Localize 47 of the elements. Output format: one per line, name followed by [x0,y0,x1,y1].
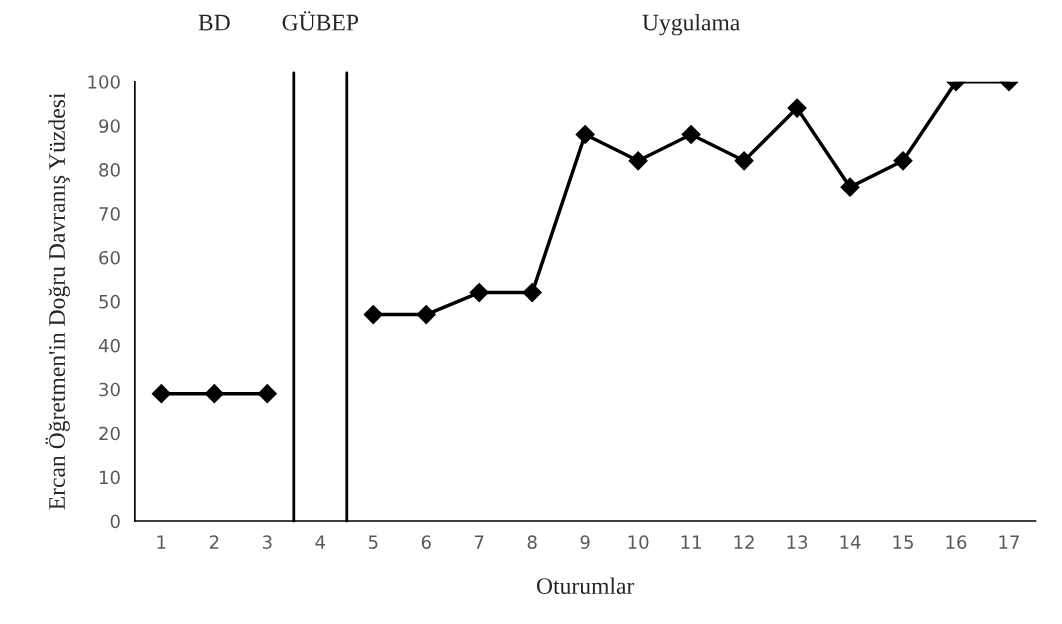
point [787,98,807,118]
y-tick-label: 80 [99,163,120,177]
point [628,151,648,171]
y-tick-label: 100 [88,75,120,89]
point [575,124,595,144]
point [204,384,224,404]
y-tick-label: 20 [99,426,120,441]
point [522,283,542,303]
y-tick-label: 10 [99,470,120,485]
x-tick-label: 15 [893,535,913,549]
x-tick-label: 6 [421,535,431,549]
point [469,283,489,303]
x-tick-label: 14 [840,535,861,549]
y-tick-label: 50 [99,294,120,309]
point [681,124,701,144]
point [734,151,754,171]
x-tick-label: 2 [209,535,219,549]
point [257,384,277,404]
x-tick-label: 17 [999,535,1019,549]
x-tick-label: 16 [946,535,967,549]
x-tick-label: 7 [474,535,484,549]
x-tick-label: 10 [628,535,649,549]
point [363,305,383,325]
point [151,384,171,404]
x-tick-label: 3 [262,535,272,549]
x-axis-title: Oturumlar [536,577,635,595]
y-tick-label: 60 [99,250,120,265]
x-tick-label: 8 [527,535,537,549]
x-tick-label: 11 [681,535,701,549]
x-tick-label: 5 [368,535,378,549]
text: Uygulama [642,13,740,36]
x-tick-label: 1 [157,535,166,549]
x-tick-label: 4 [315,535,326,549]
x-tick-label: 13 [787,535,808,549]
y-axis-title: Ercan Öğretmen'in Doğru Davranış Yüzdesi [45,92,70,510]
point [416,305,436,325]
y-tick-label: 90 [99,119,120,133]
y-tick-label: 70 [99,206,120,221]
point [840,177,860,197]
text: BD [198,14,230,31]
y-tick-label: 30 [99,382,120,397]
y-tick-label: 0 [110,514,120,529]
point [893,151,913,171]
text: GÜBEP [282,11,359,31]
x-tick-label: 9 [580,535,590,549]
y-tick-label: 40 [98,338,120,353]
x-tick-label: 12 [734,535,754,549]
